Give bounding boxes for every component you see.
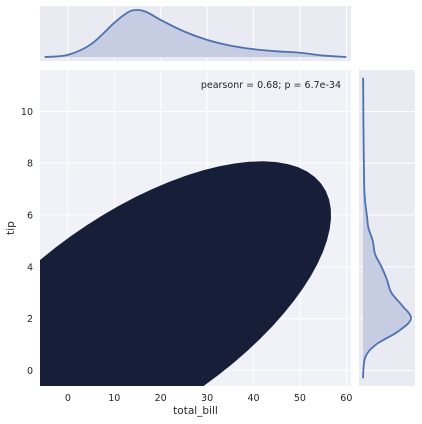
x-tick-label: 20 — [155, 393, 167, 404]
x-tick-label: 50 — [294, 393, 306, 404]
x-tick-label: 60 — [340, 393, 352, 404]
kde-contours — [40, 161, 331, 386]
pearson-annotation: pearsonr = 0.68; p = 6.7e-34 — [201, 80, 341, 91]
y-tick-labels: 0 2 4 6 8 10 — [21, 107, 33, 377]
y-axis-label: tip — [5, 221, 17, 235]
x-tick-label: 40 — [247, 393, 259, 404]
marginal-y-panel — [359, 70, 415, 386]
y-tick-label: 0 — [27, 366, 33, 377]
y-tick-label: 2 — [27, 314, 33, 325]
marginal-x-density-fill — [44, 10, 347, 57]
marginal-y-density-line — [362, 77, 412, 379]
y-tick-label: 10 — [21, 107, 33, 118]
y-tick-label: 8 — [27, 159, 33, 170]
joint-panel: pearsonr = 0.68; p = 6.7e-34 — [40, 70, 351, 386]
x-tick-label: 30 — [201, 393, 213, 404]
x-axis-label: total_bill — [173, 405, 218, 417]
x-tick-label: 0 — [65, 393, 71, 404]
y-tick-label: 4 — [27, 262, 33, 273]
kde-contour-level — [40, 161, 331, 386]
y-tick-label: 6 — [27, 211, 33, 222]
marginal-x-panel — [40, 6, 351, 61]
marginal-x-density-line — [44, 9, 347, 58]
x-tick-labels: 0 10 20 30 40 50 60 — [65, 393, 353, 404]
x-tick-label: 10 — [108, 393, 120, 404]
